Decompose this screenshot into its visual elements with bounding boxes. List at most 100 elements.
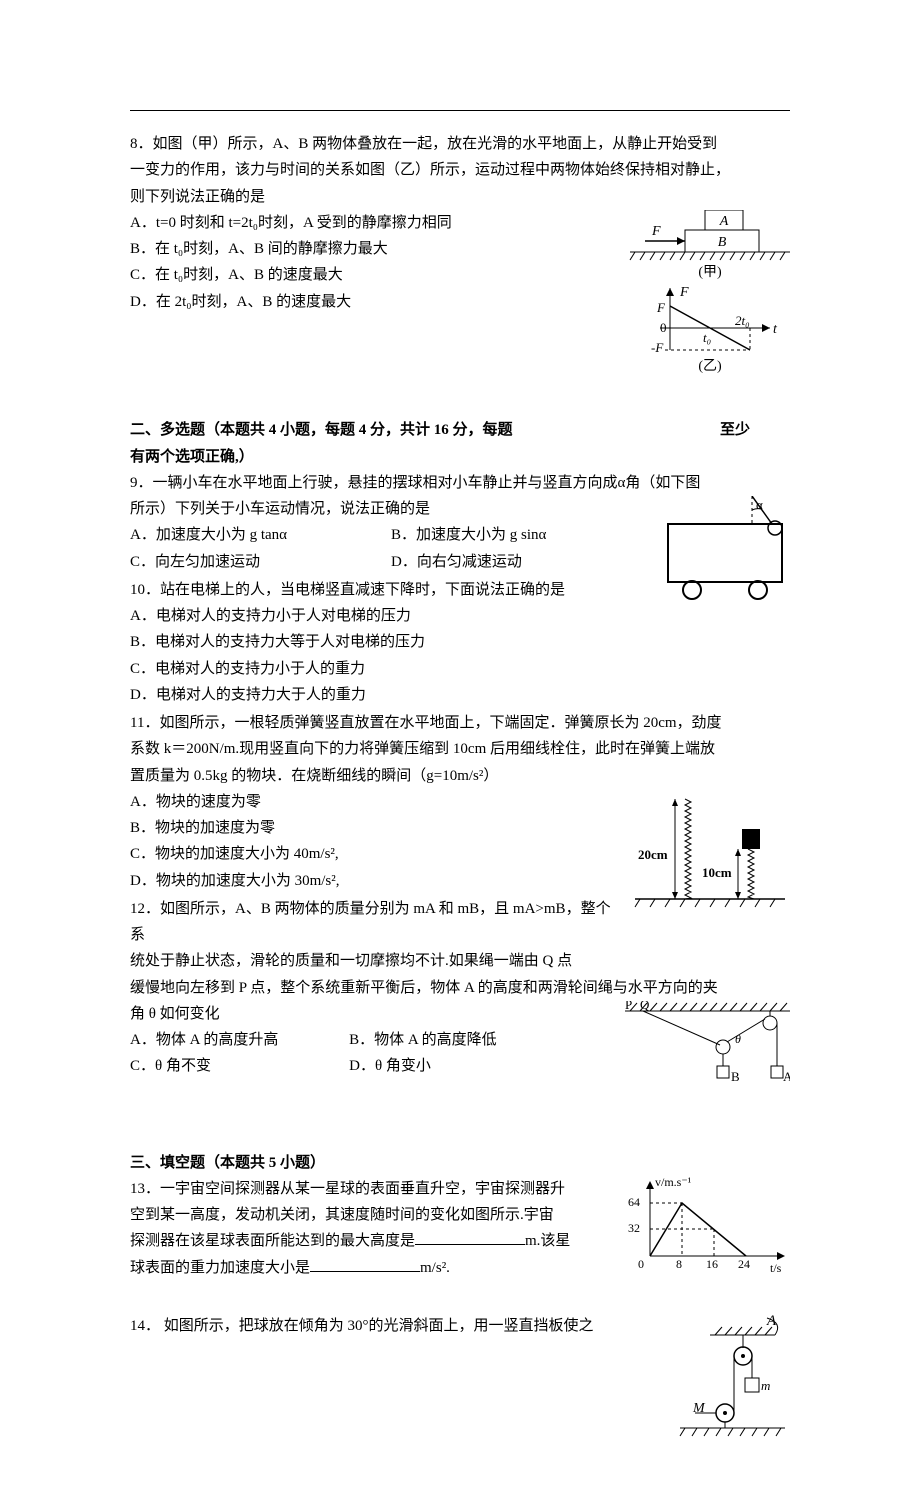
block-icon [742,829,760,849]
label-p: P [625,1001,632,1012]
label-q: Q [640,1001,650,1012]
q12-stem-3: 缓慢地向左移到 P 点，整个系统重新平衡后，物体 A 的高度和两滑轮间绳与水平方… [130,975,790,1001]
xt8: 8 [676,1257,682,1271]
question-8: 8．如图（甲）所示，A、B 两物体叠放在一起，放在光滑的水平地面上，从静止开始受… [130,131,790,389]
label-f: F [651,224,661,239]
question-11: 11．如图所示，一根轻质弹簧竖直放置在水平地面上，下端固定．弹簧原长为 20cm… [130,710,790,894]
pulley14-dot [741,1354,745,1358]
q13-stem-4b: m/s². [420,1260,450,1276]
q9-optC: C．向左匀加速运动 [130,549,391,575]
xlabel: t/s [770,1261,782,1275]
q12-optC: C．θ 角不变 [130,1053,349,1079]
label-yi: (乙) [698,358,722,374]
f-axis-arrow-icon [666,288,674,296]
q8-svg: A B F (甲) [610,210,790,380]
q10-optD: D．电梯对人的支持力大于人的重力 [130,682,790,708]
ceiling14-hatch [715,1327,772,1335]
pulley-right-icon [763,1016,777,1030]
question-12: 12．如图所示，A、B 两物体的质量分别为 mA 和 mB，且 mA>mB，整个… [130,896,790,1095]
label-a2: A [783,1069,790,1084]
q10-optB: B．电梯对人的支持力大等于人对电梯的压力 [130,629,790,655]
q13-svg: v/m.s⁻¹ t/s 64 32 0 8 16 24 [620,1176,790,1276]
q11-stem-3: 置质量为 0.5kg 的物块．在烧断细线的瞬间（g=10m/s²） [130,763,790,789]
q9-optB: B．加速度大小为 g sinα [391,522,652,548]
q12-svg: P Q θ B A [625,1001,790,1086]
q9-optD: D．向右匀减速运动 [391,549,652,575]
t-axis-arrow-icon [777,1252,785,1260]
q8-stem-1: 8．如图（甲）所示，A、B 两物体叠放在一起，放在光滑的水平地面上，从静止开始受… [130,131,790,157]
top-rule [130,110,790,111]
q11-figure: 20cm 10cm [630,789,790,918]
q14-svg: A m M [675,1313,790,1443]
axis-f: F [679,285,689,300]
label-20: 20cm [638,847,668,862]
wheel-left-icon [683,581,701,599]
force-arrowhead-icon [677,237,685,245]
q13-stem-3b: m.该星 [525,1233,570,1249]
tick-2t0: 2t₀ [735,313,750,328]
q9-stem-1: 9．一辆小车在水平地面上行驶，悬挂的摆球相对小车静止并与竖直方向成α角（如下图 [130,470,790,496]
dim20-top-icon [672,799,678,806]
label-theta: θ [735,1032,741,1046]
q8-fig-yi: F t F 0 -F t₀ 2t₀ (乙) [651,285,778,374]
q12-optA: A．物体 A 的高度升高 [130,1027,349,1053]
t-axis-arrow-icon [762,324,770,332]
dim20-bot-icon [672,892,678,899]
section-3-heading: 三、填空题（本题共 5 小题） [130,1150,790,1176]
q11-svg: 20cm 10cm [630,789,790,909]
q10-optC: C．电梯对人的支持力小于人的重力 [130,656,790,682]
cart-body-icon [668,524,782,582]
q13-stem-4a: 球表面的重力加速度大小是 [130,1260,310,1276]
q9-svg: α [660,496,790,601]
q13-stem-3a: 探测器在该星球表面所能达到的最大高度是 [130,1233,415,1249]
axis-t: t [773,322,778,337]
label-b2: B [731,1069,740,1084]
wheel-right-icon [749,581,767,599]
label-M: M [692,1401,706,1416]
v-axis-arrow-icon [646,1181,654,1189]
q11-stem-1: 11．如图所示，一根轻质弹簧竖直放置在水平地面上，下端固定．弹簧原长为 20cm… [130,710,790,736]
spring-20-icon [685,799,691,899]
q12-figure: P Q θ B A [625,1001,790,1095]
yt0: 0 [638,1257,644,1271]
question-14: A m M [130,1313,790,1452]
yt32: 32 [628,1221,640,1235]
q13-figure: v/m.s⁻¹ t/s 64 32 0 8 16 24 [620,1176,790,1285]
q8-stem-2: 一变力的作用，该力与时间的关系如图（乙）所示，运动过程中两物体始终保持相对静止， [130,157,790,183]
section-2-heading: 二、多选题（本题共 4 小题，每题 4 分，共计 16 分，每题 至少 [130,417,790,443]
q11-stem-2: 系数 k＝200N/m.现用竖直向下的力将弹簧压缩到 10cm 后用细线栓住，此… [130,736,790,762]
q12-optD: D．θ 角变小 [349,1053,617,1079]
yt64: 64 [628,1195,640,1209]
ceiling-hatch-icon [630,1003,787,1011]
dim10-top-icon [735,849,741,856]
q8-stem-3: 则下列说法正确的是 [130,184,790,210]
q14-figure: A m M [675,1313,790,1452]
spring-10-icon [748,849,754,899]
label-m: m [761,1378,770,1393]
q12-optB: B．物体 A 的高度降低 [349,1027,617,1053]
tick-t0: t₀ [703,330,711,345]
block-a2-icon [771,1066,783,1078]
sec2-l2: 有两个选项正确,） [130,444,790,470]
sec2-l1: 二、多选题（本题共 4 小题，每题 4 分，共计 16 分，每题 [130,422,513,438]
rope-mid [727,1019,765,1042]
question-13: v/m.s⁻¹ t/s 64 32 0 8 16 24 13．一宇宙空间探测器从… [130,1176,790,1285]
xt16: 16 [706,1257,718,1271]
xt24: 24 [738,1257,750,1271]
blank-g [310,1256,420,1272]
ylabel: v/m.s⁻¹ [655,1176,692,1189]
q9-figure: α [660,496,790,610]
block-b-icon [717,1066,729,1078]
dim10-bot-icon [735,892,741,899]
label-b: B [718,235,727,250]
pulley-movable-icon [716,1040,730,1054]
alpha-label: α [756,497,763,512]
q11-ground-hatch [635,899,775,907]
q8-figure: A B F (甲) [610,210,790,389]
ground14-hatch [680,1428,781,1436]
tick-0: 0 [660,320,667,335]
label-10: 10cm [702,865,732,880]
ground-hatch-icon [630,252,785,260]
label-A14: A [766,1313,777,1329]
label-a: A [719,214,729,229]
